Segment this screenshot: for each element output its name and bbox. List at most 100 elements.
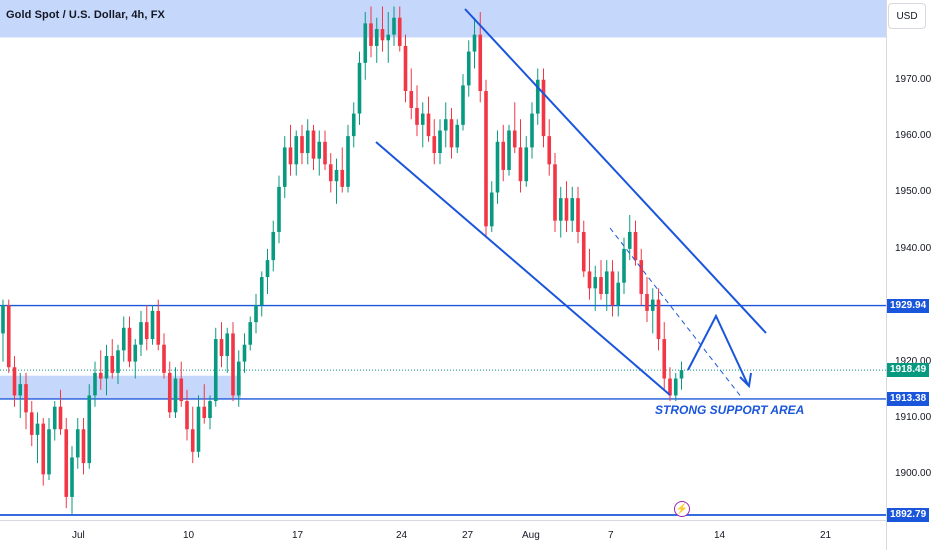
candle-body <box>484 91 488 227</box>
candle-body <box>133 344 138 362</box>
candle-body <box>121 327 126 351</box>
candle-body <box>116 350 120 373</box>
price-tick-label: 1950.00 <box>895 186 932 198</box>
candle-body <box>604 271 609 294</box>
candle-body <box>639 260 644 294</box>
candle-body <box>156 310 161 345</box>
candle-body <box>231 333 235 396</box>
candle-body <box>167 372 172 413</box>
time-tick-label: 21 <box>820 530 832 541</box>
price-tick-label: 1900.00 <box>895 468 932 480</box>
price-tick-label: 1920.00 <box>895 355 932 367</box>
candle-body <box>144 322 149 340</box>
candle-body <box>369 23 373 46</box>
candle-body <box>576 198 580 232</box>
time-tick-label: Aug <box>522 530 540 541</box>
candle-body <box>558 198 563 221</box>
currency-button[interactable]: USD <box>888 3 926 29</box>
time-tick-label: 7 <box>608 530 614 541</box>
candle-body <box>334 169 339 182</box>
candle-body <box>622 248 626 283</box>
candle-body <box>489 192 494 227</box>
resistance-zone <box>0 0 886 38</box>
candle-body <box>202 406 207 418</box>
candle-body <box>213 339 218 402</box>
candle-body <box>47 429 51 475</box>
candle-body <box>645 293 649 311</box>
candle-body <box>236 361 241 396</box>
candle-body <box>420 113 425 125</box>
candle-body <box>466 51 471 86</box>
price-tick-label: 1910.00 <box>895 411 932 423</box>
candle-body <box>323 141 327 165</box>
candle-body <box>64 429 69 497</box>
candle-body <box>300 136 304 154</box>
candle-body <box>81 429 86 464</box>
price-tag: 1918.49 <box>887 363 930 378</box>
candle-body <box>668 378 672 396</box>
candle-body <box>265 260 270 278</box>
candle-body <box>443 119 448 131</box>
channel-upper-line <box>464 8 767 334</box>
candle-body <box>254 305 258 323</box>
support-annotation: STRONG SUPPORT AREA <box>655 403 805 417</box>
time-tick-label: 10 <box>183 530 195 541</box>
candle-body <box>150 310 155 340</box>
candle-body <box>288 147 293 165</box>
candle-body <box>656 299 661 340</box>
candle-body <box>478 34 483 92</box>
candle-body <box>374 29 379 46</box>
candle-body <box>35 423 40 435</box>
candle-body <box>311 130 316 159</box>
candle-body <box>70 457 74 497</box>
candle-body <box>282 147 287 187</box>
candle-body <box>58 406 63 430</box>
flash-icon[interactable]: ⚡ <box>674 501 690 517</box>
candle-body <box>104 355 109 379</box>
candle-body <box>610 271 615 306</box>
candle-body <box>363 23 368 63</box>
price-tag: 1929.94 <box>887 298 930 313</box>
candle-body <box>18 384 23 396</box>
chart-area[interactable]: Gold Spot / U.S. Dollar, 4h, FX STRONG S… <box>0 0 886 520</box>
candle-body <box>495 141 500 193</box>
candle-body <box>507 130 511 170</box>
candle-body <box>518 147 523 182</box>
candle-body <box>294 136 299 165</box>
candle-body <box>190 429 195 452</box>
time-axis[interactable] <box>0 520 886 550</box>
candle-body <box>392 17 396 35</box>
candle-body <box>277 186 281 232</box>
candle-body <box>673 378 678 396</box>
price-chart[interactable] <box>0 0 886 520</box>
candle-body <box>340 169 345 187</box>
candle-body <box>6 305 11 368</box>
candle-body <box>87 395 92 464</box>
candle-body <box>547 136 552 165</box>
candle-body <box>650 299 655 311</box>
candle-body <box>599 277 603 294</box>
candle-body <box>633 231 638 261</box>
candle-body <box>627 231 632 249</box>
candle-body <box>409 91 414 108</box>
candle-body <box>581 231 586 272</box>
candle-body <box>185 401 189 430</box>
price-axis[interactable] <box>886 0 932 550</box>
candle-body <box>397 17 402 46</box>
candle-body <box>24 384 28 413</box>
time-tick-label: 27 <box>462 530 474 541</box>
candle-body <box>162 344 166 373</box>
time-tick-label: 24 <box>396 530 408 541</box>
candle-body <box>530 113 534 148</box>
candle-body <box>351 113 356 137</box>
candle-body <box>380 29 385 41</box>
candle-body <box>41 423 46 475</box>
candle-body <box>328 164 333 182</box>
candle-body <box>305 130 310 154</box>
candle-body <box>472 34 477 52</box>
candle-body <box>415 107 419 125</box>
candle-body <box>110 355 115 373</box>
candle-body <box>501 141 506 170</box>
candle-body <box>225 333 230 356</box>
support-zone <box>0 375 241 399</box>
